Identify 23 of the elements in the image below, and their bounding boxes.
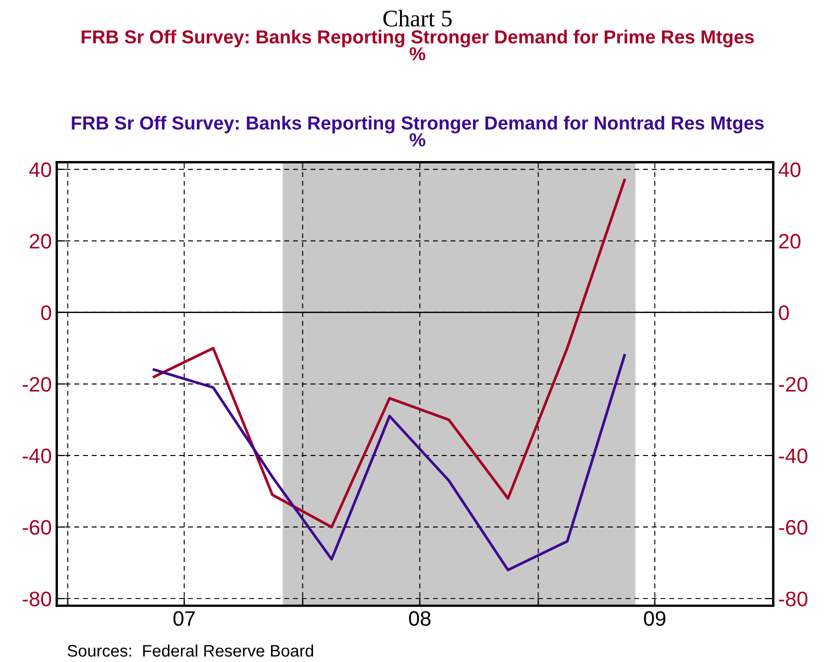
y2-tick-label: -40	[778, 448, 808, 464]
y-tick-label: 20	[30, 234, 52, 249]
y-tick-label: -20	[22, 376, 52, 392]
x-tick-label: 08	[409, 611, 431, 626]
chart-title: Chart 5	[383, 10, 452, 27]
y-tick-label: -60	[22, 520, 52, 535]
x-tick-label: 07	[173, 611, 195, 626]
y-tick-label: -40	[22, 448, 52, 464]
text: FRB Sr Off Survey: Banks Reporting Stronger Demand for Nontrad Res Mtges %	[72, 116, 764, 146]
y2-tick-label: 20	[779, 234, 800, 249]
line-series	[152, 178, 626, 528]
text: FRB Sr Off Survey: Banks Reporting Stronger Demand for Prime Res Mtges %	[82, 30, 754, 60]
y-tick-label: 0	[41, 305, 52, 320]
x-tick-label: 09	[644, 611, 666, 626]
source-note: Sources: Federal Reserve Board	[68, 644, 314, 657]
y-tick-label: -80	[22, 592, 52, 606]
line-series	[152, 354, 626, 572]
y2-tick-label: 0	[778, 305, 789, 320]
y2-tick-label: 40	[778, 162, 800, 178]
y-tick-label: 40	[29, 162, 52, 178]
y2-tick-label: -60	[778, 520, 808, 535]
y2-tick-label: -80	[778, 592, 808, 606]
y2-tick-label: -20	[778, 376, 808, 392]
